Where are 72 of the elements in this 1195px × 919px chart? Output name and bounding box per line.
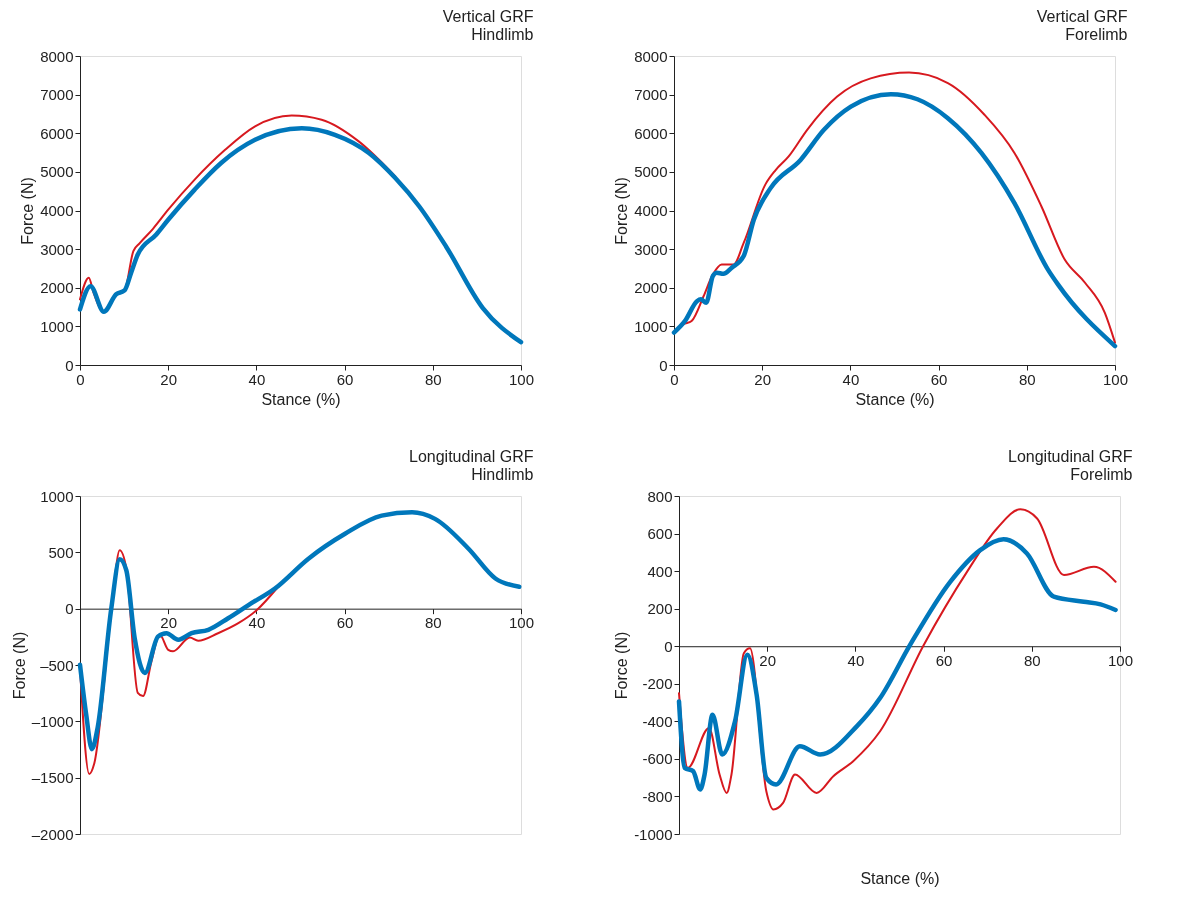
chart-title: Vertical GRF bbox=[442, 8, 534, 25]
y-tick-label: -800 bbox=[642, 787, 673, 805]
y-tick-label: 5000 bbox=[634, 163, 668, 181]
x-tick-label: 60 bbox=[336, 370, 354, 388]
y-axis-title: Force (N) bbox=[10, 631, 28, 700]
y-tick-label: 4000 bbox=[634, 202, 668, 219]
line-series bbox=[77, 125, 524, 345]
x-tick-label: 80 bbox=[424, 370, 442, 388]
y-tick-label: 400 bbox=[647, 562, 673, 580]
x-tick-label: 100 bbox=[508, 370, 535, 388]
y-tick-label: -1000 bbox=[634, 825, 673, 843]
chart-title: Vertical GRF bbox=[1036, 8, 1128, 25]
y-tick-label: 0 bbox=[659, 356, 668, 374]
y-tick-label: 5000 bbox=[40, 163, 74, 181]
y-tick-label: –500 bbox=[40, 656, 74, 674]
y-tick-label: 1000 bbox=[40, 487, 74, 505]
x-tick-label: 80 bbox=[1018, 370, 1036, 388]
x-axis-title: Stance (%) bbox=[855, 390, 935, 408]
y-tick-label: –1000 bbox=[31, 712, 74, 730]
y-tick-label: 0 bbox=[65, 356, 74, 374]
x-tick-label: 80 bbox=[1023, 651, 1041, 669]
y-tick-label: 7000 bbox=[40, 86, 74, 104]
y-tick-label: 4000 bbox=[40, 202, 74, 219]
y-tick-label: 1000 bbox=[634, 317, 668, 335]
x-tick-label: 40 bbox=[248, 370, 266, 388]
y-tick-label: –2000 bbox=[31, 825, 74, 843]
x-tick-label: 100 bbox=[1107, 651, 1134, 669]
x-tick-label: 40 bbox=[248, 614, 266, 632]
x-tick-label: 40 bbox=[842, 370, 860, 388]
x-axis-title: Stance (%) bbox=[860, 869, 940, 887]
chart-subtitle: Forelimb bbox=[1065, 26, 1128, 43]
x-tick-label: 20 bbox=[754, 370, 772, 388]
chart-title: Longitudinal GRF bbox=[409, 448, 534, 465]
x-tick-label: 100 bbox=[508, 614, 535, 632]
x-axis-title: Stance (%) bbox=[261, 390, 341, 408]
x-tick-label: 80 bbox=[424, 614, 442, 632]
y-tick-label: 2000 bbox=[634, 279, 668, 297]
y-axis-title: Force (N) bbox=[613, 631, 631, 700]
x-tick-label: 60 bbox=[336, 614, 354, 632]
x-tick-label: 20 bbox=[160, 614, 178, 632]
y-tick-label: 8000 bbox=[40, 47, 74, 65]
chart-subtitle: Hindlimb bbox=[471, 466, 534, 483]
chart-title: Longitudinal GRF bbox=[1008, 448, 1133, 465]
chart-subtitle: Forelimb bbox=[1070, 466, 1133, 483]
x-tick-label: 0 bbox=[76, 370, 85, 388]
y-tick-label: 0 bbox=[664, 637, 673, 655]
y-tick-label: 1000 bbox=[40, 317, 74, 335]
x-tick-label: 60 bbox=[935, 651, 953, 669]
y-tick-label: 800 bbox=[647, 487, 673, 505]
x-tick-label: 20 bbox=[160, 370, 178, 388]
x-tick-label: 40 bbox=[847, 651, 865, 669]
y-tick-label: 0 bbox=[65, 600, 74, 618]
y-tick-label: 6000 bbox=[40, 124, 74, 142]
y-tick-label: –1500 bbox=[31, 769, 74, 787]
y-tick-label: 3000 bbox=[40, 240, 74, 258]
y-tick-label: -400 bbox=[642, 712, 673, 730]
y-tick-label: 7000 bbox=[634, 86, 668, 104]
x-tick-label: 20 bbox=[759, 651, 777, 669]
y-tick-label: 2000 bbox=[40, 279, 74, 297]
y-axis-title: Force (N) bbox=[19, 177, 37, 245]
y-tick-label: -600 bbox=[642, 750, 673, 768]
y-tick-label: 6000 bbox=[634, 124, 668, 142]
y-tick-label: 8000 bbox=[634, 47, 668, 65]
y-tick-label: 200 bbox=[647, 600, 673, 618]
y-tick-label: 500 bbox=[48, 543, 74, 561]
y-tick-label: 3000 bbox=[634, 240, 668, 258]
y-axis-title: Force (N) bbox=[613, 177, 631, 245]
x-tick-label: 100 bbox=[1102, 370, 1129, 388]
x-tick-label: 60 bbox=[930, 370, 948, 388]
y-tick-label: -200 bbox=[642, 675, 673, 693]
chart-subtitle: Hindlimb bbox=[471, 26, 534, 43]
y-tick-label: 600 bbox=[647, 525, 673, 543]
